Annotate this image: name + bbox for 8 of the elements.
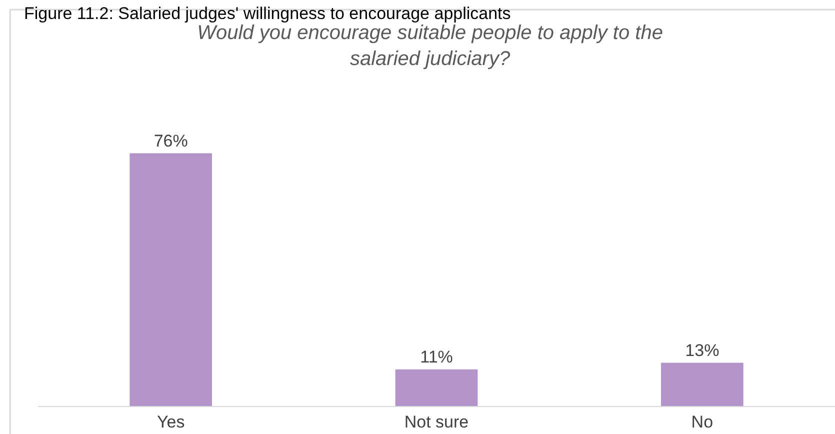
x-tick-label: Yes <box>156 412 185 432</box>
data-label: 11% <box>420 347 453 366</box>
chart-title: Would you encourage suitable people to apply to the salaried judiciary? <box>197 22 663 70</box>
caption: Figure 11.2: Salaried judges' willingness to encourage applicants <box>24 4 511 23</box>
data-label: 76% <box>154 131 188 150</box>
data-label: 13% <box>685 340 720 360</box>
x-tick-label: No <box>691 412 714 432</box>
x-tick-label: Not sure <box>404 412 469 432</box>
